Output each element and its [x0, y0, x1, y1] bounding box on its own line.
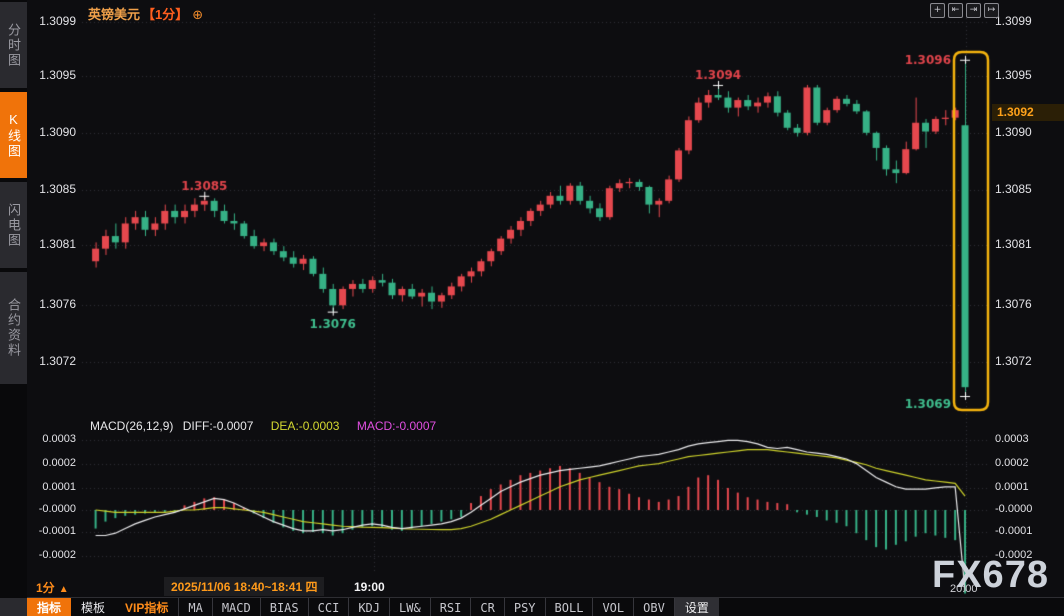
- zoom-in-axis-icon[interactable]: ⇤: [948, 3, 963, 18]
- price-tick-right: 1.3081: [995, 237, 1032, 251]
- macd-tick-left: 0.0002: [42, 457, 76, 469]
- bottom-tab-模板[interactable]: 模板: [81, 601, 106, 615]
- macd-tick-left: 0.0001: [42, 481, 76, 493]
- indicator-button-CCI[interactable]: CCI: [307, 598, 349, 616]
- macd-tick-left: -0.0001: [38, 525, 76, 537]
- watermark: FX678: [932, 554, 1049, 596]
- price-tick-left: 1.3095: [39, 68, 76, 82]
- price-tick-left: 1.3090: [39, 125, 76, 139]
- macd-tick-right: 0.0003: [995, 433, 1029, 445]
- sidebar-item-K线图[interactable]: K线图: [0, 92, 27, 178]
- macd-tick-right: -0.0001: [995, 525, 1033, 537]
- sidebar-footer: [0, 598, 27, 616]
- macd-tick-left: -0.0002: [38, 549, 76, 561]
- macd-header: MACD(26,12,9) DIFF:-0.0007 DEA:-0.0003 M…: [90, 419, 436, 433]
- indicator-button-CR[interactable]: CR: [470, 598, 503, 616]
- time-label-20:00: 20:00: [950, 583, 978, 595]
- indicator-button-BIAS[interactable]: BIAS: [259, 598, 308, 616]
- price-tick-right: 1.3072: [995, 354, 1032, 368]
- chevron-up-icon: ▲: [58, 584, 69, 595]
- pan-right-icon[interactable]: ↦: [984, 3, 999, 18]
- symbol-name: 英镑美元: [88, 7, 141, 22]
- macd-tick-left: 0.0003: [42, 433, 76, 445]
- price-tick-left: 1.3085: [39, 182, 76, 196]
- chart-title: 英镑美元 【1分】 ⊕: [88, 4, 203, 23]
- period-label[interactable]: 【1分】: [142, 7, 189, 22]
- indicator-button-MA[interactable]: MA: [178, 598, 211, 616]
- bottom-tab-VIP指标[interactable]: VIP指标: [125, 601, 169, 615]
- price-tick-left: 1.3081: [39, 237, 76, 251]
- chart-type-sidebar: 分时图 K线图闪电图合约资料: [0, 0, 27, 616]
- sidebar-item-分时图[interactable]: 分时图: [0, 2, 27, 88]
- sidebar-item-闪电图[interactable]: 闪电图: [0, 182, 27, 268]
- indicator-button-KDJ[interactable]: KDJ: [348, 598, 389, 616]
- macd-dea-value: DEA:-0.0003: [270, 419, 340, 433]
- macd-title: MACD(26,12,9): [90, 419, 174, 433]
- indicator-button-PSY[interactable]: PSY: [503, 598, 545, 616]
- period-value: 1分: [36, 581, 55, 595]
- macd-tick-right: -0.0000: [995, 503, 1033, 515]
- macd-tick-right: 0.0002: [995, 457, 1029, 469]
- macd-diff-value: DIFF:-0.0007: [182, 419, 254, 433]
- price-tick-right: 1.3085: [995, 182, 1032, 196]
- zoom-out-axis-icon[interactable]: ⇥: [966, 3, 981, 18]
- indicator-button-MACD[interactable]: MACD: [211, 598, 260, 616]
- price-tick-right: 1.3099: [995, 14, 1032, 28]
- macd-macd-value: MACD:-0.0007: [356, 419, 437, 433]
- period-selector[interactable]: 1分 ▲: [36, 579, 69, 596]
- price-tick-right: 1.3095: [995, 68, 1032, 82]
- chart-toolbar: + ⇤ ⇥ ↦: [930, 3, 999, 18]
- price-tick-left: 1.3099: [39, 14, 76, 28]
- macd-tick-right: -0.0002: [995, 549, 1033, 561]
- price-tick-right: 1.3076: [995, 297, 1032, 311]
- move-icon[interactable]: +: [930, 3, 945, 18]
- price-tick-left: 1.3072: [39, 354, 76, 368]
- bottom-tab-指标[interactable]: 指标: [27, 598, 72, 616]
- candle-time-range: 2025/11/06 18:40~18:41 四: [164, 577, 325, 596]
- macd-tick-left: -0.0000: [38, 503, 76, 515]
- indicator-button-BOLL[interactable]: BOLL: [544, 598, 593, 616]
- indicator-toolbar: 指标 模板 VIP指标 MA MACD BIAS CCI KDJ LW& RSI CR PSY BOLL…: [27, 597, 1064, 616]
- sidebar-item-合约资料[interactable]: 合约资料: [0, 272, 27, 384]
- price-tick-left: 1.3076: [39, 297, 76, 311]
- price-tick-right: 1.3090: [995, 125, 1032, 139]
- indicator-button-OBV[interactable]: OBV: [633, 598, 674, 616]
- settings-button[interactable]: 设置: [673, 598, 719, 616]
- current-price-tag: 1.3092: [992, 104, 1064, 121]
- add-indicator-icon[interactable]: ⊕: [192, 7, 204, 22]
- macd-tick-right: 0.0001: [995, 481, 1029, 493]
- indicator-button-LW&[interactable]: LW&: [389, 598, 430, 616]
- time-label-19:00: 19:00: [354, 580, 385, 594]
- indicator-button-RSI[interactable]: RSI: [429, 598, 471, 616]
- indicator-button-VOL[interactable]: VOL: [592, 598, 633, 616]
